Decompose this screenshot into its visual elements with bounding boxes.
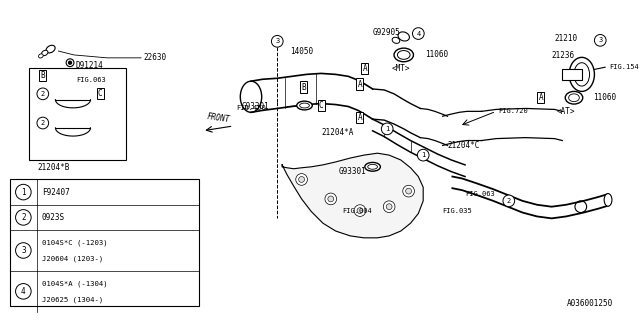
Circle shape xyxy=(354,205,366,216)
Ellipse shape xyxy=(565,92,583,104)
Circle shape xyxy=(15,284,31,299)
Text: A: A xyxy=(539,93,543,102)
Text: FIG.063: FIG.063 xyxy=(465,191,495,197)
Ellipse shape xyxy=(240,81,262,112)
Text: D91214: D91214 xyxy=(76,61,104,70)
Circle shape xyxy=(68,61,72,64)
Polygon shape xyxy=(282,153,423,238)
Text: B: B xyxy=(40,71,45,80)
Ellipse shape xyxy=(568,94,579,102)
Circle shape xyxy=(503,195,515,207)
Text: 21236: 21236 xyxy=(552,52,575,60)
Text: 3: 3 xyxy=(598,37,602,43)
Circle shape xyxy=(381,123,393,135)
Text: 3: 3 xyxy=(275,38,280,44)
Text: G93301: G93301 xyxy=(339,167,366,176)
Ellipse shape xyxy=(300,103,309,108)
Text: FIG.063: FIG.063 xyxy=(76,77,106,83)
Text: 21204*B: 21204*B xyxy=(37,163,69,172)
Text: G93301: G93301 xyxy=(241,102,269,111)
Ellipse shape xyxy=(604,194,612,206)
Text: 21204*C: 21204*C xyxy=(447,141,480,150)
Text: 1: 1 xyxy=(21,188,26,196)
Text: A: A xyxy=(358,80,362,89)
Text: 3: 3 xyxy=(21,246,26,255)
Text: <AT>: <AT> xyxy=(556,107,575,116)
Ellipse shape xyxy=(38,54,43,58)
Text: 21210: 21210 xyxy=(554,34,578,43)
Circle shape xyxy=(15,184,31,200)
Text: FIG.720: FIG.720 xyxy=(498,108,528,114)
Text: J20604 (1203-): J20604 (1203-) xyxy=(42,255,103,262)
Ellipse shape xyxy=(365,163,380,171)
Text: A036001250: A036001250 xyxy=(566,299,613,308)
Text: F92407: F92407 xyxy=(42,188,70,196)
Text: A: A xyxy=(358,113,362,122)
Ellipse shape xyxy=(398,32,410,41)
Text: 11060: 11060 xyxy=(425,51,448,60)
Circle shape xyxy=(299,177,305,182)
Text: 2: 2 xyxy=(41,120,45,126)
Text: 1: 1 xyxy=(385,126,389,132)
Text: <MT>: <MT> xyxy=(392,64,411,73)
Circle shape xyxy=(403,185,415,197)
Ellipse shape xyxy=(397,51,410,59)
Ellipse shape xyxy=(394,48,413,62)
Text: FRONT: FRONT xyxy=(206,112,230,124)
Text: J20625 (1304-): J20625 (1304-) xyxy=(42,296,103,303)
Text: 0104S*A (-1304): 0104S*A (-1304) xyxy=(42,281,108,287)
Text: 22630: 22630 xyxy=(143,53,166,62)
Circle shape xyxy=(386,204,392,210)
Text: 4: 4 xyxy=(416,30,420,36)
Circle shape xyxy=(15,243,31,258)
Text: 2: 2 xyxy=(21,213,26,222)
Ellipse shape xyxy=(392,37,400,44)
Ellipse shape xyxy=(569,57,595,92)
Circle shape xyxy=(37,117,49,129)
Circle shape xyxy=(357,208,363,213)
Text: 2: 2 xyxy=(507,198,511,204)
Text: B: B xyxy=(301,83,306,92)
Ellipse shape xyxy=(368,164,378,169)
Text: 21204*A: 21204*A xyxy=(321,128,353,137)
Ellipse shape xyxy=(297,101,312,110)
Text: 0104S*C (-1203): 0104S*C (-1203) xyxy=(42,240,108,246)
Circle shape xyxy=(595,35,606,46)
Circle shape xyxy=(15,210,31,225)
Text: G92905: G92905 xyxy=(372,28,401,37)
Text: FIG.154: FIG.154 xyxy=(609,64,639,70)
Text: 2: 2 xyxy=(41,91,45,97)
Circle shape xyxy=(271,36,283,47)
Circle shape xyxy=(325,193,337,205)
Ellipse shape xyxy=(574,63,589,86)
Text: C: C xyxy=(98,89,102,98)
Bar xyxy=(29,68,127,160)
Circle shape xyxy=(406,188,412,194)
Text: FIG.035: FIG.035 xyxy=(443,208,472,213)
Text: 1: 1 xyxy=(421,152,426,158)
Text: A: A xyxy=(362,64,367,73)
Circle shape xyxy=(328,196,333,202)
Text: 4: 4 xyxy=(21,287,26,296)
Text: C: C xyxy=(319,101,323,110)
Text: FIG.004: FIG.004 xyxy=(342,208,372,213)
Text: 11060: 11060 xyxy=(593,93,616,102)
Ellipse shape xyxy=(46,45,55,53)
Bar xyxy=(10,180,200,306)
Ellipse shape xyxy=(42,50,48,56)
Circle shape xyxy=(37,88,49,100)
Bar xyxy=(563,68,582,80)
Text: 14050: 14050 xyxy=(290,46,313,56)
Circle shape xyxy=(296,174,307,185)
Circle shape xyxy=(383,201,395,212)
Circle shape xyxy=(417,149,429,161)
Text: 0923S: 0923S xyxy=(42,213,65,222)
Circle shape xyxy=(413,28,424,39)
Text: FIG.450: FIG.450 xyxy=(236,105,266,111)
